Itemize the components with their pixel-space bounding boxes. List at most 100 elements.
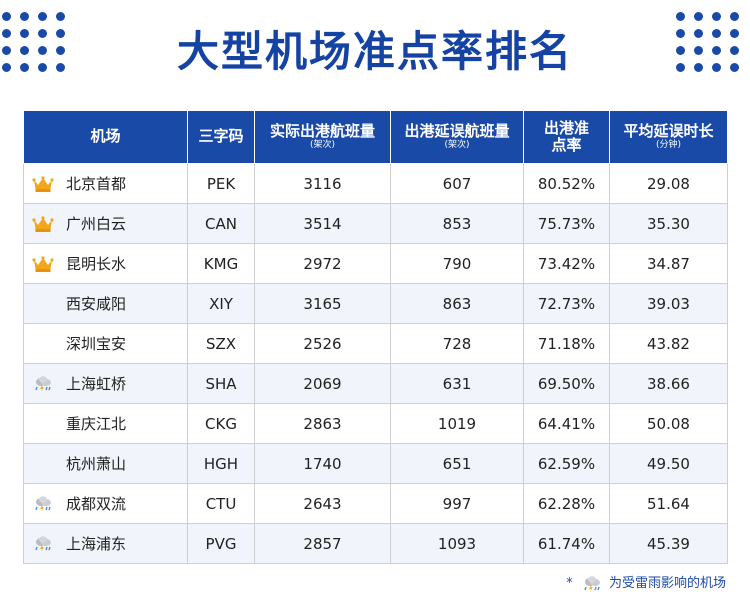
- dot: [730, 63, 739, 72]
- flights-cell: 1740: [254, 443, 391, 484]
- dot: [38, 63, 47, 72]
- dot: [730, 46, 739, 55]
- dot: [20, 46, 29, 55]
- rate-cell: 69.50%: [523, 363, 610, 404]
- flights-cell: 2069: [254, 363, 391, 404]
- dot: [38, 29, 47, 38]
- dot: [694, 12, 703, 21]
- dot: [712, 63, 721, 72]
- table-header-row: 机场 三字码 实际出港航班量 (架次) 出港延误航班量 (架次) 出港准点率 平均延误时长 (分…: [23, 110, 728, 164]
- dot: [694, 29, 703, 38]
- flights-cell: 3165: [254, 283, 391, 324]
- thunderstorm-icon: [581, 575, 601, 593]
- airport-name: 上海虹桥: [66, 375, 127, 393]
- airport-name: 深圳宝安: [66, 335, 127, 353]
- airport-cell: 重庆江北: [23, 403, 188, 444]
- avg-delay-cell: 51.64: [609, 483, 728, 524]
- dot: [676, 29, 685, 38]
- column-header-unit: (架次): [444, 140, 470, 151]
- icon-placeholder: [32, 455, 54, 473]
- table-row: 上海虹桥 SHA 2069 631 69.50% 38.66: [23, 363, 728, 404]
- avg-delay-cell: 34.87: [609, 243, 728, 284]
- column-header: 出港准点率: [523, 110, 610, 164]
- delayed-cell: 607: [390, 163, 524, 204]
- code-cell: CKG: [187, 403, 255, 444]
- column-header-label: 平均延误时长: [623, 122, 714, 141]
- column-header-label: 出港准点率: [543, 118, 589, 154]
- footnote: * 为受雷雨影响的机场: [566, 572, 726, 593]
- avg-delay-cell: 29.08: [609, 163, 728, 204]
- table-row: 深圳宝安 SZX 2526 728 71.18% 43.82: [23, 323, 728, 364]
- crown-icon: [32, 215, 54, 233]
- flights-cell: 2863: [254, 403, 391, 444]
- rate-cell: 64.41%: [523, 403, 610, 444]
- dot: [38, 12, 47, 21]
- column-header-label: 出港延误航班量: [404, 122, 510, 141]
- column-header: 机场: [23, 110, 188, 164]
- column-header-unit: (分钟): [655, 140, 682, 151]
- dot: [2, 46, 11, 55]
- flights-cell: 2643: [254, 483, 391, 524]
- icon-placeholder: [32, 335, 54, 353]
- airport-cell: 杭州萧山: [23, 443, 188, 484]
- avg-delay-cell: 49.50: [609, 443, 728, 484]
- column-header-label: 实际出港航班量: [269, 122, 375, 141]
- avg-delay-cell: 50.08: [609, 403, 728, 444]
- code-cell: CAN: [187, 203, 255, 244]
- airport-name: 昆明长水: [66, 255, 127, 273]
- code-cell: SHA: [187, 363, 255, 404]
- dot: [20, 63, 29, 72]
- rate-cell: 61.74%: [523, 523, 610, 564]
- avg-delay-cell: 43.82: [609, 323, 728, 364]
- airport-cell: 西安咸阳: [23, 283, 188, 324]
- dot: [730, 12, 739, 21]
- airport-cell: 上海虹桥: [23, 363, 188, 404]
- rate-cell: 75.73%: [523, 203, 610, 244]
- rate-cell: 73.42%: [523, 243, 610, 284]
- dot: [730, 29, 739, 38]
- airport-cell: 深圳宝安: [23, 323, 188, 364]
- dot: [676, 63, 685, 72]
- decorative-dots-left: [2, 12, 66, 72]
- airport-cell: 上海浦东: [23, 523, 188, 564]
- flights-cell: 3116: [254, 163, 391, 204]
- dot: [56, 46, 65, 55]
- airport-name: 杭州萧山: [66, 455, 127, 473]
- dot: [2, 12, 11, 21]
- dot: [56, 12, 65, 21]
- thunderstorm-icon: [32, 495, 54, 513]
- airport-name: 重庆江北: [66, 415, 127, 433]
- rate-cell: 80.52%: [523, 163, 610, 204]
- code-cell: SZX: [187, 323, 255, 364]
- dot: [712, 46, 721, 55]
- dot: [20, 29, 29, 38]
- delayed-cell: 651: [390, 443, 524, 484]
- dot: [2, 29, 11, 38]
- crown-icon: [32, 255, 54, 273]
- dot: [694, 46, 703, 55]
- airport-name: 西安咸阳: [66, 295, 127, 313]
- airport-name: 上海浦东: [66, 535, 127, 553]
- avg-delay-cell: 45.39: [609, 523, 728, 564]
- thunderstorm-icon: [32, 535, 54, 553]
- thunderstorm-icon: [32, 375, 54, 393]
- flights-cell: 2526: [254, 323, 391, 364]
- delayed-cell: 863: [390, 283, 524, 324]
- table-row: 杭州萧山 HGH 1740 651 62.59% 49.50: [23, 443, 728, 484]
- delayed-cell: 790: [390, 243, 524, 284]
- delayed-cell: 997: [390, 483, 524, 524]
- airport-cell: 广州白云: [23, 203, 188, 244]
- table-row: 西安咸阳 XIY 3165 863 72.73% 39.03: [23, 283, 728, 324]
- column-header: 平均延误时长 (分钟): [609, 110, 728, 164]
- avg-delay-cell: 35.30: [609, 203, 728, 244]
- dot: [676, 12, 685, 21]
- delayed-cell: 728: [390, 323, 524, 364]
- dot: [56, 29, 65, 38]
- decorative-dots-right: [676, 12, 740, 72]
- footnote-star: *: [566, 576, 573, 591]
- table-row: 成都双流 CTU 2643 997 62.28% 51.64: [23, 483, 728, 524]
- column-header-unit: (架次): [309, 140, 336, 151]
- delayed-cell: 631: [390, 363, 524, 404]
- column-header: 实际出港航班量 (架次): [254, 110, 391, 164]
- rate-cell: 62.28%: [523, 483, 610, 524]
